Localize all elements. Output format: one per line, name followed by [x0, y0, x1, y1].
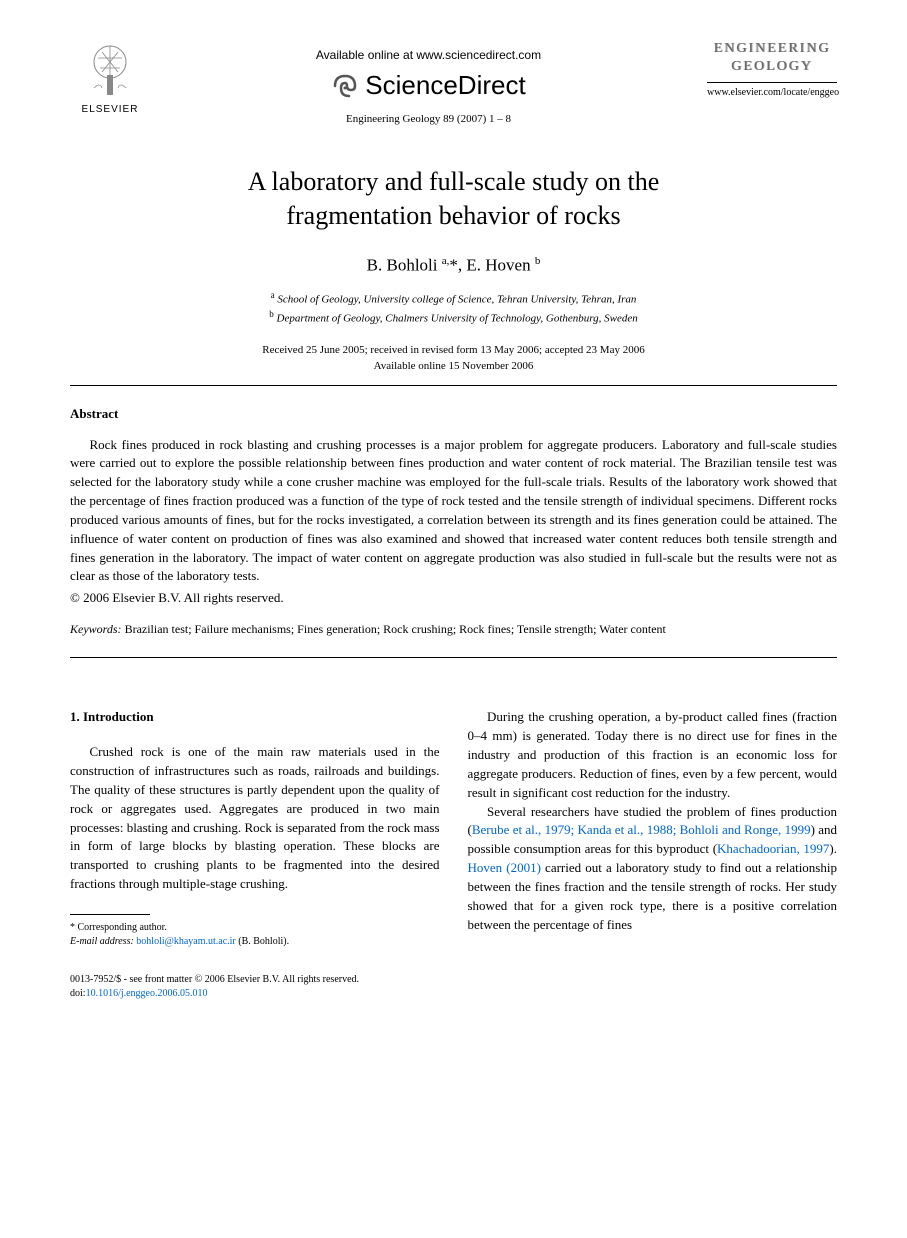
- abstract-copyright: © 2006 Elsevier B.V. All rights reserved…: [70, 590, 837, 606]
- rule-above-abstract: [70, 385, 837, 386]
- affiliations: a School of Geology, University college …: [70, 289, 837, 327]
- elsevier-tree-icon: [80, 40, 140, 100]
- ref-link[interactable]: Berube et al., 1979; Kanda et al., 1988;…: [472, 822, 811, 837]
- center-header: Available online at www.sciencedirect.co…: [150, 40, 707, 125]
- intro-para-3: Several researchers have studied the pro…: [468, 803, 838, 935]
- email-link[interactable]: bohloli@khayam.ut.ac.ir: [136, 936, 235, 947]
- dates-line2: Available online 15 November 2006: [70, 358, 837, 375]
- intro-heading: 1. Introduction: [70, 708, 440, 727]
- footnote-block: * Corresponding author. E-mail address: …: [70, 921, 440, 949]
- doi-link[interactable]: 10.1016/j.enggeo.2006.05.010: [86, 988, 208, 999]
- footer-doi: doi:10.1016/j.enggeo.2006.05.010: [70, 987, 837, 1001]
- ref-link[interactable]: Khachadoorian, 1997: [717, 841, 829, 856]
- email-label: E-mail address:: [70, 936, 134, 947]
- page-header: ELSEVIER Available online at www.science…: [70, 40, 837, 125]
- authors: B. Bohloli a,*, E. Hoven b: [70, 255, 837, 276]
- keywords: Keywords: Brazilian test; Failure mechan…: [70, 622, 837, 637]
- footer-copyright: 0013-7952/$ - see front matter © 2006 El…: [70, 973, 837, 987]
- journal-logo: ENGINEERING GEOLOGY www.elsevier.com/loc…: [707, 40, 837, 98]
- journal-name: ENGINEERING GEOLOGY: [707, 40, 837, 76]
- dates-line1: Received 25 June 2005; received in revis…: [70, 342, 837, 359]
- abstract-heading: Abstract: [70, 406, 837, 422]
- doi-label: doi:: [70, 988, 86, 999]
- rule-below-keywords: [70, 657, 837, 658]
- intro-para-2: During the crushing operation, a by-prod…: [468, 708, 838, 802]
- journal-name-line1: ENGINEERING: [707, 40, 837, 58]
- email-line: E-mail address: bohloli@khayam.ut.ac.ir …: [70, 935, 440, 949]
- journal-rule: [707, 82, 837, 83]
- sciencedirect-icon: [331, 72, 359, 100]
- article-dates: Received 25 June 2005; received in revis…: [70, 342, 837, 375]
- elsevier-logo: ELSEVIER: [70, 40, 150, 115]
- sciencedirect-brand: ScienceDirect: [150, 70, 707, 101]
- email-author: (B. Bohloli).: [236, 936, 289, 947]
- journal-url: www.elsevier.com/locate/enggeo: [707, 87, 837, 98]
- journal-name-line2: GEOLOGY: [707, 58, 837, 76]
- abstract-text: Rock fines produced in rock blasting and…: [70, 436, 837, 587]
- keywords-text: Brazilian test; Failure mechanisms; Fine…: [122, 622, 666, 636]
- page-footer: 0013-7952/$ - see front matter © 2006 El…: [70, 973, 837, 1001]
- sciencedirect-text: ScienceDirect: [365, 70, 525, 101]
- intro-para-1: Crushed rock is one of the main raw mate…: [70, 743, 440, 894]
- keywords-label: Keywords:: [70, 622, 122, 636]
- footnote-rule: [70, 914, 150, 915]
- ref-link[interactable]: Hoven (2001): [468, 860, 541, 875]
- citation-text: Engineering Geology 89 (2007) 1 – 8: [150, 113, 707, 125]
- corresponding-author: * Corresponding author.: [70, 921, 440, 935]
- introduction-section: 1. Introduction Crushed rock is one of t…: [70, 708, 837, 949]
- article-title: A laboratory and full-scale study on the…: [174, 165, 734, 233]
- elsevier-text: ELSEVIER: [82, 104, 139, 115]
- available-online-text: Available online at www.sciencedirect.co…: [150, 48, 707, 62]
